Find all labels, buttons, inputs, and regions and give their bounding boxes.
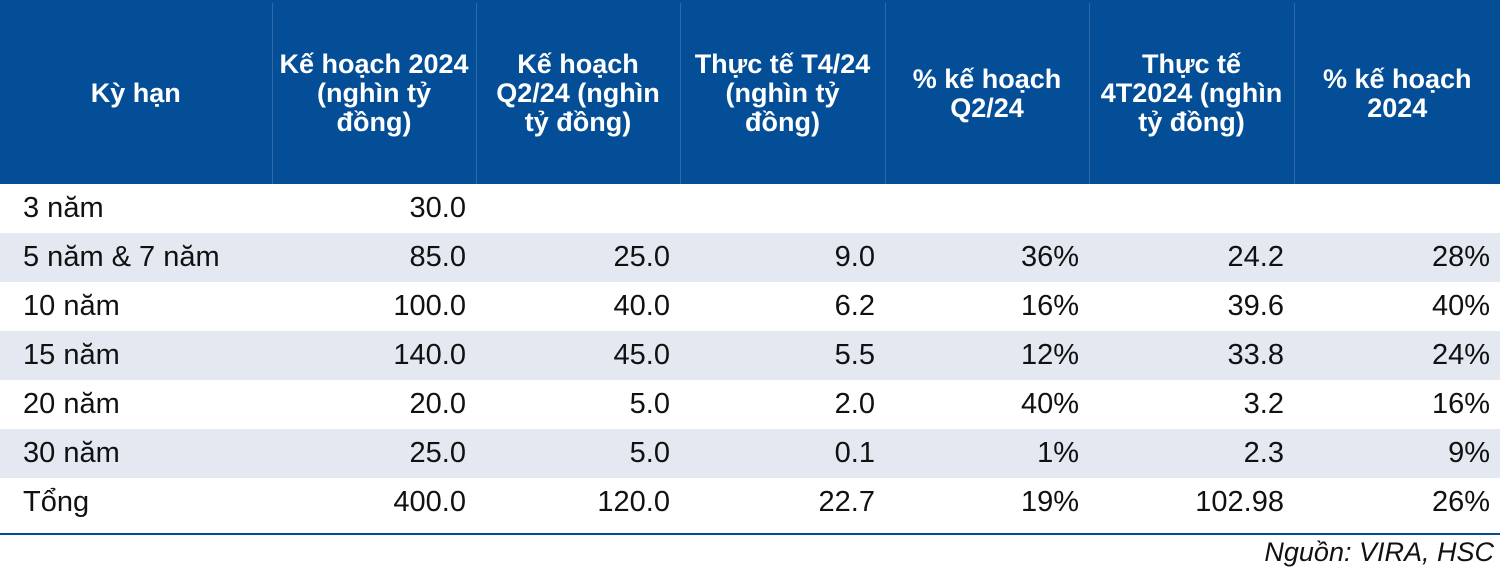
cell-plan-q2: 25.0 xyxy=(476,233,680,282)
cell-actual-4m xyxy=(1089,184,1294,233)
bottom-rule xyxy=(0,533,1500,535)
cell-pct-plan-2024: 9% xyxy=(1294,429,1500,478)
cell-actual-4m: 39.6 xyxy=(1089,282,1294,331)
cell-plan-2024: 20.0 xyxy=(272,380,476,429)
table-header: Kỳ hạn Kế hoạch 2024 (nghìn tỷ đồng) Kế … xyxy=(0,1,1500,184)
cell-plan-2024: 25.0 xyxy=(272,429,476,478)
table-row: 20 năm 20.0 5.0 2.0 40% 3.2 16% xyxy=(0,380,1500,429)
cell-pct-plan-2024: 26% xyxy=(1294,478,1500,527)
table-row: 30 năm 25.0 5.0 0.1 1% 2.3 9% xyxy=(0,429,1500,478)
table-body: 3 năm 30.0 5 năm & 7 năm 85.0 25.0 9.0 3… xyxy=(0,184,1500,527)
cell-pct-plan-q2: 19% xyxy=(885,478,1089,527)
header-plan-2024: Kế hoạch 2024 (nghìn tỷ đồng) xyxy=(272,1,477,184)
header-pct-plan-2024: % kế hoạch 2024 xyxy=(1294,1,1500,184)
bond-issuance-table: Kỳ hạn Kế hoạch 2024 (nghìn tỷ đồng) Kế … xyxy=(0,1,1500,527)
cell-pct-plan-q2: 1% xyxy=(885,429,1089,478)
header-row: Kỳ hạn Kế hoạch 2024 (nghìn tỷ đồng) Kế … xyxy=(0,1,1500,184)
header-term: Kỳ hạn xyxy=(0,1,273,184)
cell-term: 15 năm xyxy=(0,331,272,380)
cell-term: 3 năm xyxy=(0,184,272,233)
cell-plan-q2 xyxy=(476,184,680,233)
cell-plan-2024: 100.0 xyxy=(272,282,476,331)
cell-pct-plan-q2 xyxy=(885,184,1089,233)
cell-pct-plan-q2: 12% xyxy=(885,331,1089,380)
cell-term: 30 năm xyxy=(0,429,272,478)
cell-plan-q2: 5.0 xyxy=(476,380,680,429)
table-row: 5 năm & 7 năm 85.0 25.0 9.0 36% 24.2 28% xyxy=(0,233,1500,282)
cell-plan-q2: 40.0 xyxy=(476,282,680,331)
cell-plan-q2: 45.0 xyxy=(476,331,680,380)
cell-pct-plan-q2: 36% xyxy=(885,233,1089,282)
cell-actual-apr: 6.2 xyxy=(680,282,885,331)
cell-pct-plan-q2: 40% xyxy=(885,380,1089,429)
cell-plan-2024: 30.0 xyxy=(272,184,476,233)
cell-plan-2024: 400.0 xyxy=(272,478,476,527)
cell-actual-apr: 2.0 xyxy=(680,380,885,429)
bond-issuance-table-container: Kỳ hạn Kế hoạch 2024 (nghìn tỷ đồng) Kế … xyxy=(0,1,1500,527)
cell-term: Tổng xyxy=(0,478,272,527)
cell-plan-2024: 140.0 xyxy=(272,331,476,380)
header-actual-apr: Thực tế T4/24 (nghìn tỷ đồng) xyxy=(680,1,886,184)
cell-pct-plan-2024: 24% xyxy=(1294,331,1500,380)
cell-actual-4m: 33.8 xyxy=(1089,331,1294,380)
cell-pct-plan-2024: 16% xyxy=(1294,380,1500,429)
cell-actual-apr: 9.0 xyxy=(680,233,885,282)
cell-plan-q2: 120.0 xyxy=(476,478,680,527)
cell-actual-4m: 2.3 xyxy=(1089,429,1294,478)
cell-pct-plan-2024: 28% xyxy=(1294,233,1500,282)
cell-actual-apr xyxy=(680,184,885,233)
header-actual-4m: Thực tế 4T2024 (nghìn tỷ đồng) xyxy=(1089,1,1295,184)
table-row: 3 năm 30.0 xyxy=(0,184,1500,233)
source-note: Nguồn: VIRA, HSC xyxy=(1264,537,1494,567)
cell-pct-plan-q2: 16% xyxy=(885,282,1089,331)
cell-plan-2024: 85.0 xyxy=(272,233,476,282)
cell-actual-4m: 102.98 xyxy=(1089,478,1294,527)
table-row-total: Tổng 400.0 120.0 22.7 19% 102.98 26% xyxy=(0,478,1500,527)
table-row: 10 năm 100.0 40.0 6.2 16% 39.6 40% xyxy=(0,282,1500,331)
header-pct-plan-q2: % kế hoạch Q2/24 xyxy=(885,1,1090,184)
cell-actual-apr: 0.1 xyxy=(680,429,885,478)
cell-actual-apr: 22.7 xyxy=(680,478,885,527)
cell-pct-plan-2024 xyxy=(1294,184,1500,233)
cell-term: 20 năm xyxy=(0,380,272,429)
cell-plan-q2: 5.0 xyxy=(476,429,680,478)
table-row: 15 năm 140.0 45.0 5.5 12% 33.8 24% xyxy=(0,331,1500,380)
header-plan-q2: Kế hoạch Q2/24 (nghìn tỷ đồng) xyxy=(476,1,681,184)
cell-actual-4m: 3.2 xyxy=(1089,380,1294,429)
cell-pct-plan-2024: 40% xyxy=(1294,282,1500,331)
cell-actual-4m: 24.2 xyxy=(1089,233,1294,282)
cell-term: 5 năm & 7 năm xyxy=(0,233,272,282)
cell-actual-apr: 5.5 xyxy=(680,331,885,380)
cell-term: 10 năm xyxy=(0,282,272,331)
